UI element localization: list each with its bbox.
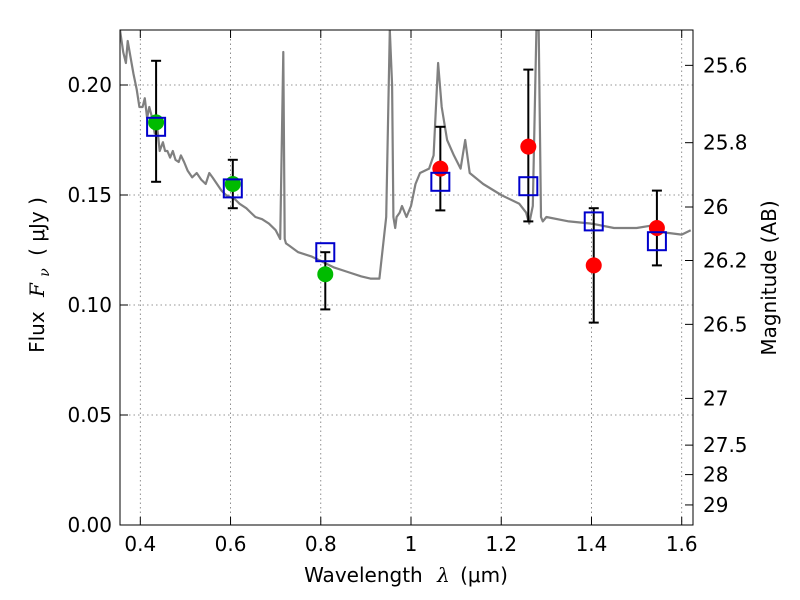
y-axis-label-subscript: ν bbox=[37, 268, 53, 277]
grid-layer bbox=[120, 30, 693, 525]
mag-tick-label: 26.5 bbox=[703, 312, 748, 336]
right-axis-label: Magnitude (AB) bbox=[757, 200, 781, 355]
label-layer: 0.4 0.6 0.8 1 1.2 1.4 1.6 0.00 0.05 0.10 0.15 0.20 2… bbox=[67, 53, 747, 556]
data-point-square bbox=[146, 116, 167, 137]
data-point-square bbox=[583, 211, 604, 232]
mag-tick-label: 27 bbox=[703, 386, 728, 410]
mag-tick-label: 27.5 bbox=[703, 433, 748, 457]
y-axis-label: Flux F ν ( μJy ) bbox=[25, 197, 54, 353]
mag-tick-label: 29 bbox=[703, 493, 728, 517]
spectrum-layer bbox=[120, 30, 692, 280]
y-axis-label-symbol: F bbox=[25, 282, 49, 298]
mag-tick-label: 26 bbox=[703, 195, 728, 219]
x-axis-label-symbol: λ bbox=[436, 563, 450, 587]
data-point-circle bbox=[520, 138, 537, 155]
mag-tick-label: 25.6 bbox=[703, 53, 748, 77]
x-tick-label: 0.4 bbox=[124, 532, 156, 556]
tick-layer bbox=[120, 30, 693, 526]
y-axis-label-unit: ( μJy ) bbox=[25, 197, 49, 256]
data-point-square bbox=[430, 171, 451, 192]
plot-frame bbox=[119, 29, 694, 526]
x-tick-label: 0.6 bbox=[215, 532, 247, 556]
y-tick-label: 0.00 bbox=[67, 513, 112, 537]
data-point-circle bbox=[648, 220, 665, 236]
model-spectrum-line bbox=[120, 30, 692, 280]
data-point-circle bbox=[585, 257, 602, 274]
data-point-square bbox=[646, 231, 667, 252]
y-tick-label: 0.10 bbox=[67, 293, 112, 317]
mag-tick-label: 25.8 bbox=[703, 131, 748, 155]
mag-tick-label: 26.2 bbox=[703, 249, 748, 273]
x-axis-label-unit: (μm) bbox=[460, 563, 508, 587]
x-axis-label: Wavelength λ (μm) bbox=[304, 563, 508, 587]
x-tick-label: 1.4 bbox=[576, 532, 608, 556]
y-axis-label-text: Flux bbox=[25, 311, 49, 353]
data-point-circle bbox=[432, 160, 449, 177]
data-point-square bbox=[518, 176, 539, 197]
data-point-square bbox=[222, 178, 243, 199]
marker-layer bbox=[146, 114, 667, 283]
x-tick-label: 0.8 bbox=[305, 532, 337, 556]
x-axis-label-text: Wavelength bbox=[304, 563, 423, 587]
x-tick-label: 1.2 bbox=[485, 532, 517, 556]
mag-tick-label: 28 bbox=[703, 463, 728, 487]
y-tick-label: 0.05 bbox=[67, 403, 112, 427]
y-tick-label: 0.15 bbox=[67, 183, 112, 207]
data-point-square bbox=[315, 242, 336, 263]
data-point-circle bbox=[317, 266, 334, 283]
y-tick-label: 0.20 bbox=[67, 73, 112, 97]
x-tick-label: 1 bbox=[405, 532, 418, 556]
x-tick-label: 1.6 bbox=[666, 532, 698, 556]
errorbar-layer bbox=[151, 59, 662, 324]
